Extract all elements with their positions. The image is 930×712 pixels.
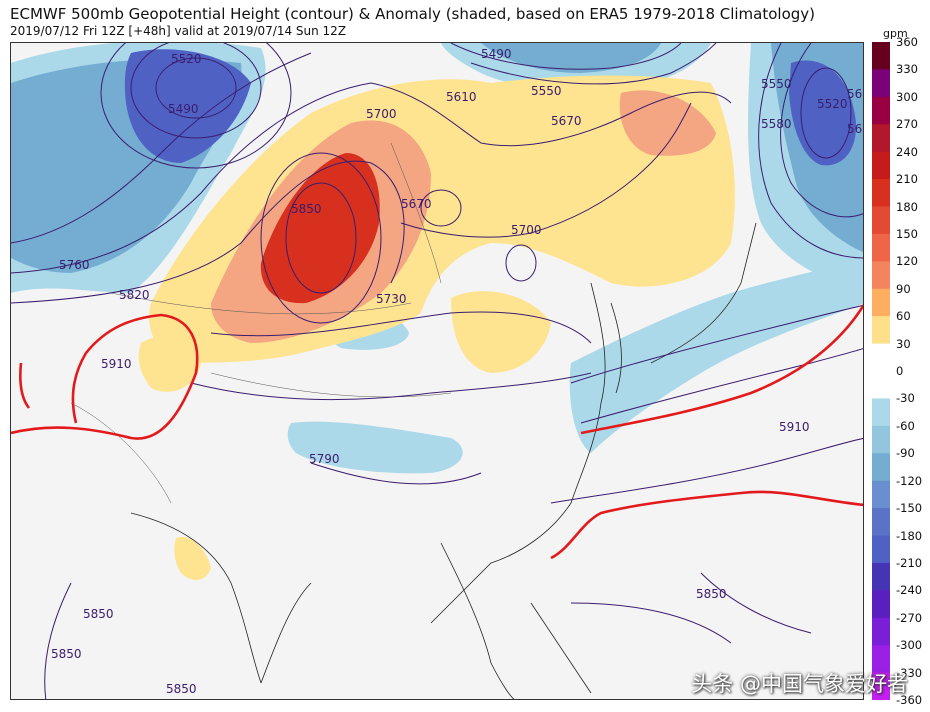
contour-label: 5910 xyxy=(101,357,132,371)
contour-label: 5850 xyxy=(51,647,82,661)
colorbar-block xyxy=(872,151,890,180)
colorbar-block xyxy=(872,371,890,399)
colorbar-tick-label: -210 xyxy=(896,555,923,570)
contour-label: 5670 xyxy=(551,114,582,128)
colorbar-block xyxy=(872,508,890,536)
coastline-korea xyxy=(610,302,622,394)
contour-label: 5610 xyxy=(847,87,864,101)
contour-label: 5850 xyxy=(696,587,727,601)
colorbar-tick-label: 270 xyxy=(896,117,918,132)
colorbar-block xyxy=(872,316,890,345)
colorbar-block xyxy=(872,179,890,207)
map-title: ECMWF 500mb Geopotential Height (contour… xyxy=(10,5,816,23)
colorbar-tick-label: 60 xyxy=(896,309,911,324)
colorbar-tick-label: 300 xyxy=(896,89,918,104)
anomaly-positive-west xyxy=(138,335,201,392)
contour-label: 5730 xyxy=(376,292,407,306)
contour-label: 5550 xyxy=(531,84,562,98)
colorbar-tick-label: 180 xyxy=(896,199,918,214)
coastline-china xyxy=(430,282,606,624)
contour-label: 5790 xyxy=(309,452,340,466)
colorbar xyxy=(872,42,890,700)
border-lines xyxy=(70,142,452,504)
colorbar-block xyxy=(872,124,890,153)
colorbar-tick-label: -180 xyxy=(896,528,923,543)
colorbar-tick-label: -330 xyxy=(896,665,923,680)
colorbar-tick-label: -60 xyxy=(896,418,915,433)
contour-label: 5850 xyxy=(83,607,114,621)
colorbar-block xyxy=(872,42,890,70)
contour-label: 5850 xyxy=(166,682,197,696)
contour-label: 5550 xyxy=(761,77,792,91)
colorbar-block xyxy=(872,617,890,646)
colorbar-tick-label: 150 xyxy=(896,226,918,241)
colorbar-tick-label: 240 xyxy=(896,144,918,159)
colorbar-block xyxy=(872,480,890,509)
colorbar-tick-label: -300 xyxy=(896,638,923,653)
anomaly-negative-tibet xyxy=(287,421,463,474)
colorbar-tick-label: -270 xyxy=(896,610,923,625)
anomaly-positive-south xyxy=(451,291,551,373)
contour-label: 5760 xyxy=(59,258,90,272)
contour-label: 5490 xyxy=(168,102,199,116)
colorbar-tick-label: 120 xyxy=(896,254,918,269)
contour-label: 5490 xyxy=(481,47,512,61)
colorbar-block xyxy=(872,96,890,125)
contour-label: 5700 xyxy=(366,107,397,121)
colorbar-tick-label: -30 xyxy=(896,391,915,406)
colorbar-block xyxy=(872,233,890,262)
contour-5880 xyxy=(11,303,863,560)
map-subtitle: 2019/07/12 Fri 12Z [+48h] valid at 2019/… xyxy=(10,24,347,38)
contour-label: 5700 xyxy=(511,223,542,237)
contour-label: 5640 xyxy=(847,122,864,136)
anomaly-positive-india xyxy=(174,537,211,580)
colorbar-tick-label: 360 xyxy=(896,35,918,49)
colorbar-block xyxy=(872,453,890,482)
colorbar-block xyxy=(872,645,890,674)
colorbar-tick-label: -90 xyxy=(896,446,915,461)
colorbar-tick-label: -120 xyxy=(896,473,923,488)
colorbar-tick-label: 0 xyxy=(896,364,904,378)
colorbar-tick-label: 90 xyxy=(896,281,911,296)
colorbar-tick-label: -150 xyxy=(896,501,923,516)
colorbar-block xyxy=(872,69,890,98)
contour-label: 5610 xyxy=(446,90,477,104)
colorbar-block xyxy=(872,672,890,700)
coastline-seasia xyxy=(440,542,592,699)
map-canvas: 5520 5490 5490 5550 5610 5670 5700 5550 … xyxy=(11,43,864,699)
contour-label: 5910 xyxy=(779,420,810,434)
anomaly-negative-japan xyxy=(569,258,863,453)
contour-label: 5850 xyxy=(291,202,322,216)
coastline-japan xyxy=(650,222,757,364)
contour-label: 5520 xyxy=(817,97,848,111)
colorbar-tick-label: -360 xyxy=(896,693,923,707)
height-contours xyxy=(11,43,863,699)
colorbar-unit: gpm xyxy=(883,27,908,40)
contour-label: 5820 xyxy=(119,288,150,302)
colorbar-block xyxy=(872,398,890,427)
colorbar-block xyxy=(872,562,890,591)
watermark: 头条 @中国气象爱好者 xyxy=(691,672,908,696)
colorbar-tick-label: 330 xyxy=(896,62,918,77)
colorbar-block xyxy=(872,535,890,564)
colorbar-tick-label: 30 xyxy=(896,336,911,351)
colorbar-block xyxy=(872,343,890,372)
weather-map: 5520 5490 5490 5550 5610 5670 5700 5550 … xyxy=(10,42,864,700)
colorbar-block xyxy=(872,590,890,619)
colorbar-block xyxy=(872,261,890,290)
colorbar-block xyxy=(872,288,890,317)
colorbar-tick-label: 210 xyxy=(896,172,918,187)
coastline-india xyxy=(130,512,312,684)
colorbar-block xyxy=(872,206,890,235)
contour-label: 5670 xyxy=(401,197,432,211)
contour-label: 5580 xyxy=(761,117,792,131)
colorbar-block xyxy=(872,425,890,454)
colorbar-tick-label: -240 xyxy=(896,583,923,598)
contour-label: 5520 xyxy=(171,52,202,66)
